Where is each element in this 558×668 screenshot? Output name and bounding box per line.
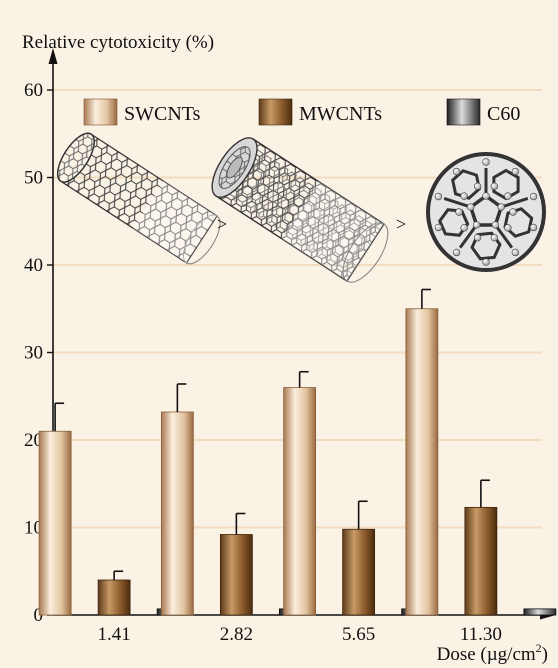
c60-illustration <box>426 152 546 272</box>
y-tick-label: 50 <box>24 168 43 189</box>
y-tick-label: 30 <box>24 343 43 364</box>
y-axis-label: Relative cytotoxicity (%) <box>22 32 214 53</box>
bar-mwcnts-11.30 <box>464 506 498 616</box>
x-tick-label: 1.41 <box>98 624 131 645</box>
legend-label-swcnts: SWCNTs <box>124 103 201 125</box>
x-axis-label: Dose (µg/cm2) <box>437 641 548 665</box>
y-tick-label: 60 <box>24 80 43 101</box>
legend-swatch-swcnts <box>83 98 118 126</box>
x-tick-label: 2.82 <box>220 624 253 645</box>
bar-swcnts-5.65 <box>283 387 317 616</box>
bar-mwcnts-5.65 <box>342 528 376 616</box>
comparison-sign-2: > <box>396 214 406 234</box>
comparison-sign-1: > <box>217 214 227 234</box>
legend: SWCNTs MWCNTs C60 <box>83 98 520 126</box>
y-tick-label: 40 <box>24 255 43 276</box>
mwcnt-illustration <box>211 137 389 283</box>
x-tick-label: 11.30 <box>460 624 502 645</box>
bar-swcnts-1.41 <box>38 430 72 616</box>
y-tick-label: 0 <box>34 605 44 626</box>
legend-swatch-mwcnts <box>258 98 293 126</box>
bar-swcnts-11.30 <box>405 308 439 616</box>
y-axis-arrow <box>48 48 58 64</box>
bar-mwcnts-2.82 <box>219 534 253 616</box>
legend-label-mwcnts: MWCNTs <box>299 103 382 125</box>
legend-swatch-c60 <box>446 98 481 126</box>
x-tick-label: 5.65 <box>342 624 375 645</box>
bar-mwcnts-1.41 <box>97 579 131 616</box>
x-ticks: 1.41 2.82 5.65 11.30 <box>98 624 502 645</box>
bar-swcnts-2.82 <box>160 411 194 616</box>
legend-label-c60: C60 <box>487 103 520 125</box>
bar-c60-11.30 <box>523 608 557 616</box>
y-tick-label: 20 <box>24 430 43 451</box>
y-tick-label: 10 <box>24 518 43 539</box>
swcnt-illustration <box>56 132 221 265</box>
bars <box>38 288 557 616</box>
